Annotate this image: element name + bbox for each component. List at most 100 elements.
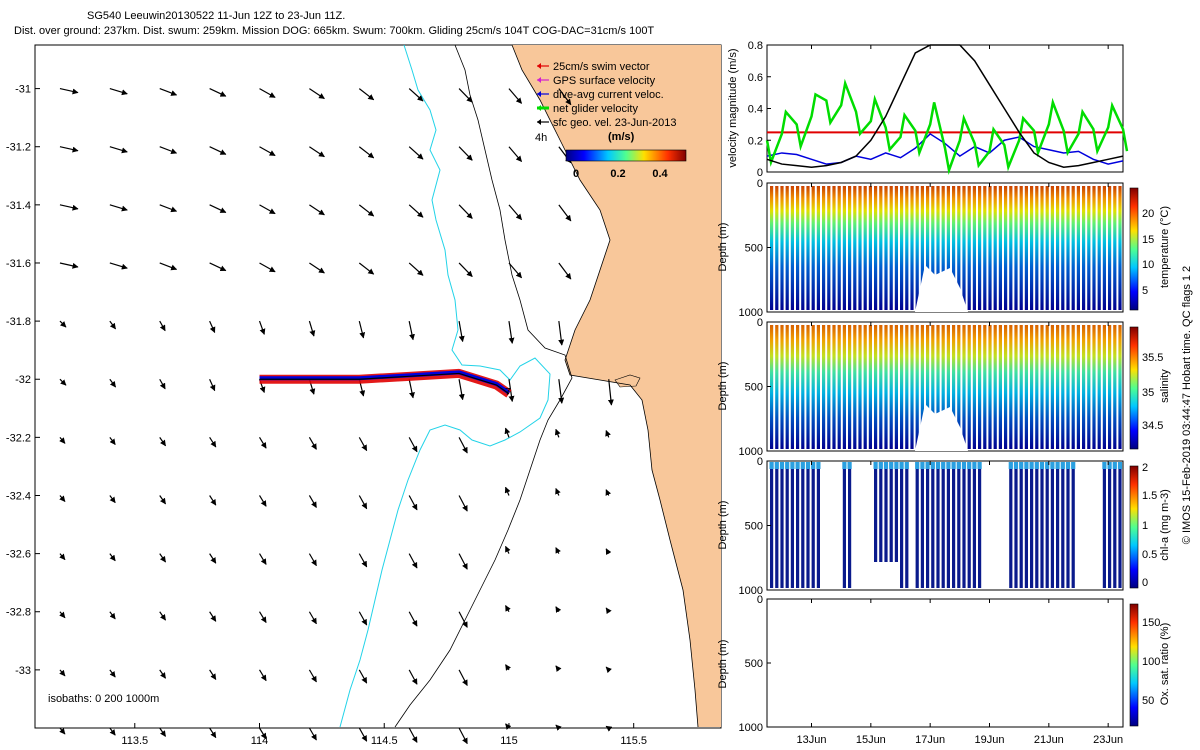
- legend-label: sfc geo. vel. 23-Jun-2013: [553, 117, 677, 129]
- profile-column: [827, 186, 831, 310]
- isobath-200: [339, 44, 551, 728]
- profile-column: [874, 186, 878, 310]
- geo-velocity-arrow: [358, 495, 368, 510]
- time-tick-label: 23Jun: [1093, 734, 1123, 746]
- chla-surface-value: [774, 462, 779, 469]
- chla-profile-column: [801, 462, 805, 588]
- profile-column: [863, 325, 867, 449]
- profile-column: [801, 186, 805, 310]
- chla-profile-column: [1045, 462, 1049, 588]
- profile-column: [1014, 325, 1018, 449]
- geo-velocity-arrow: [309, 146, 325, 158]
- profile-column: [1024, 186, 1028, 310]
- profile-column: [983, 325, 987, 449]
- time-tick-label: 15Jun: [856, 734, 886, 746]
- profile-column: [1118, 325, 1122, 449]
- profile-column: [832, 186, 836, 310]
- geo-velocity-arrow: [504, 486, 511, 496]
- cbar-tick: 1.5: [1142, 490, 1157, 502]
- profile-column: [832, 325, 836, 449]
- profile-column: [842, 186, 846, 310]
- profile-column: [811, 186, 815, 310]
- geo-velocity-arrow: [508, 146, 523, 162]
- profile-column: [993, 186, 997, 310]
- chla-surface-value: [1107, 462, 1112, 469]
- profile-column: [1108, 186, 1112, 310]
- geo-velocity-arrow: [458, 379, 465, 401]
- geo-velocity-arrow: [59, 727, 66, 735]
- map-y-ticks: -31 -31.2 -31.4 -31.6 -31.8 -32 -32.2 -32.4 -32.…: [6, 84, 40, 677]
- profile-column: [1056, 186, 1060, 310]
- profile-column: [868, 325, 872, 449]
- depth-tick-label: 500: [745, 658, 763, 670]
- geo-velocity-arrow: [555, 487, 561, 496]
- chla-profile-column: [785, 462, 789, 588]
- profile-column: [790, 186, 794, 310]
- geo-velocity-arrow: [159, 437, 167, 447]
- chla-surface-value: [915, 462, 920, 469]
- chla-profile-column: [905, 462, 909, 588]
- geo-velocity-arrow: [505, 723, 512, 730]
- profile-column: [827, 325, 831, 449]
- chla-surface-value: [1039, 462, 1045, 469]
- chla-profile-column: [1014, 462, 1018, 588]
- legend-arrowhead: [537, 105, 541, 111]
- geo-velocity-arrow: [555, 606, 562, 613]
- track-day-label: 7: [505, 387, 511, 398]
- geo-velocity-arrow: [309, 88, 325, 100]
- geo-velocity-arrow: [555, 547, 561, 554]
- chla-cbar-ticks: 2 1.5 1 0.5 0: [1142, 462, 1157, 589]
- colorbar-tick: 0.2: [610, 168, 625, 180]
- profile-column: [978, 186, 982, 310]
- geo-velocity-arrow: [258, 669, 267, 682]
- geo-velocity-arrow: [209, 727, 217, 739]
- chla-profile-column: [967, 462, 971, 588]
- profile-column: [770, 186, 774, 310]
- profile-column: [863, 186, 867, 310]
- profile-column: [775, 186, 779, 310]
- isobath-0: [511, 44, 699, 728]
- profile-column: [920, 186, 924, 310]
- temperature-colorbar: [1129, 187, 1139, 311]
- profile-column: [1035, 186, 1039, 310]
- geo-velocity-arrow: [408, 553, 418, 569]
- oxygen-colorbar: [1129, 603, 1139, 727]
- chla-surface-value: [961, 462, 967, 469]
- geo-velocity-arrow: [408, 379, 415, 399]
- geo-velocity-arrow: [458, 495, 468, 512]
- profile-column: [957, 325, 961, 449]
- map-panel: 7 isobaths: 0 200 1000m -31-31.2-31.4-31…: [6, 44, 722, 747]
- geo-velocity-arrow: [605, 607, 612, 615]
- chla-surface-value: [816, 462, 821, 469]
- chla-profile-column: [780, 462, 784, 588]
- velocity-panel: 0 0.2 0.4 0.6 0.8 velocity magnitude (m/s): [727, 40, 1129, 179]
- geo-velocity-arrow: [358, 204, 375, 217]
- cbar-tick: 2: [1142, 462, 1148, 474]
- chla-profile-column: [894, 462, 898, 562]
- geo-velocity-arrow: [458, 88, 473, 103]
- time-tick-label: 19Jun: [975, 734, 1005, 746]
- chla-surface-value: [904, 462, 909, 469]
- profile-column: [988, 186, 992, 310]
- oxygen-frame: [766, 598, 1124, 728]
- chla-surface-value: [1102, 462, 1107, 469]
- geo-velocity-arrow: [209, 146, 227, 155]
- chla-profile-column: [1040, 462, 1044, 588]
- chla-surface-value: [946, 462, 951, 469]
- geo-velocity-arrow: [209, 378, 216, 392]
- geo-velocity-arrow: [358, 437, 368, 452]
- geo-velocity-arrow: [209, 553, 217, 564]
- geo-velocity-arrow: [159, 262, 178, 271]
- geo-velocity-arrow: [259, 204, 276, 215]
- velocity-y-tick-label: 0.2: [748, 135, 763, 147]
- geo-velocity-arrow: [508, 88, 523, 104]
- geo-velocity-arrow: [458, 146, 473, 161]
- chla-profile-column: [796, 462, 800, 588]
- profile-column: [926, 186, 930, 310]
- geo-velocity-arrow: [358, 146, 375, 159]
- profile-column: [926, 325, 930, 449]
- colorbar-prefix: 4h: [535, 132, 547, 144]
- profile-column: [780, 325, 784, 449]
- cbar-tick: 34.5: [1142, 420, 1163, 432]
